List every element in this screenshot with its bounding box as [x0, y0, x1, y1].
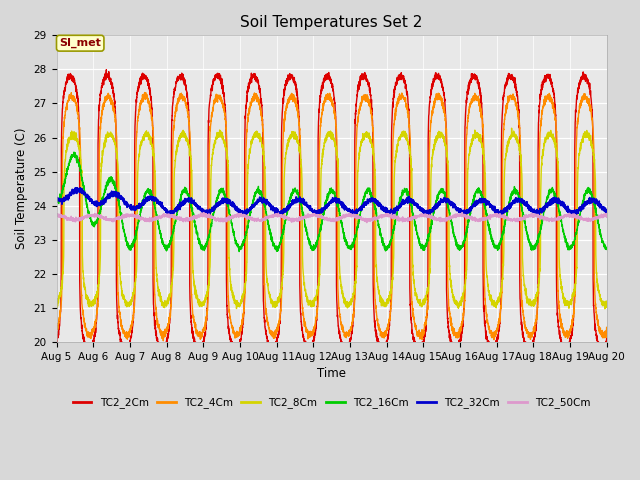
TC2_8Cm: [601, 306, 609, 312]
Line: TC2_50Cm: TC2_50Cm: [56, 213, 607, 223]
TC2_16Cm: [70, 149, 78, 155]
TC2_2Cm: [152, 324, 159, 330]
TC2_50Cm: [200, 210, 207, 216]
TC2_16Cm: [152, 209, 159, 215]
TC2_32Cm: [495, 213, 502, 218]
TC2_8Cm: [508, 125, 515, 131]
TC2_16Cm: [312, 243, 319, 249]
TC2_2Cm: [602, 338, 610, 344]
TC2_8Cm: [602, 305, 610, 311]
TC2_2Cm: [596, 351, 604, 357]
TC2_4Cm: [52, 326, 60, 332]
Line: TC2_2Cm: TC2_2Cm: [56, 70, 607, 354]
TC2_8Cm: [152, 180, 159, 186]
TC2_4Cm: [141, 90, 148, 96]
TC2_32Cm: [603, 209, 611, 215]
Line: TC2_32Cm: TC2_32Cm: [56, 188, 607, 216]
TC2_32Cm: [52, 196, 60, 202]
Line: TC2_4Cm: TC2_4Cm: [56, 93, 607, 341]
TC2_8Cm: [455, 302, 463, 308]
X-axis label: Time: Time: [317, 367, 346, 380]
TC2_4Cm: [455, 333, 463, 339]
TC2_8Cm: [486, 294, 494, 300]
TC2_50Cm: [603, 212, 611, 217]
Title: Soil Temperatures Set 2: Soil Temperatures Set 2: [241, 15, 423, 30]
TC2_8Cm: [603, 304, 611, 310]
TC2_50Cm: [363, 220, 371, 226]
TC2_4Cm: [602, 335, 610, 340]
Text: SI_met: SI_met: [60, 38, 101, 48]
TC2_50Cm: [425, 213, 433, 218]
Line: TC2_8Cm: TC2_8Cm: [56, 128, 607, 309]
TC2_16Cm: [603, 246, 611, 252]
Y-axis label: Soil Temperature (C): Soil Temperature (C): [15, 128, 28, 250]
TC2_2Cm: [486, 347, 494, 353]
TC2_32Cm: [311, 209, 319, 215]
TC2_2Cm: [424, 124, 432, 130]
TC2_16Cm: [602, 246, 610, 252]
TC2_32Cm: [455, 210, 463, 216]
TC2_4Cm: [603, 324, 611, 330]
TC2_32Cm: [486, 202, 494, 208]
Line: TC2_16Cm: TC2_16Cm: [56, 152, 607, 252]
TC2_16Cm: [52, 196, 60, 202]
TC2_16Cm: [486, 231, 494, 237]
TC2_32Cm: [602, 207, 610, 213]
TC2_4Cm: [486, 331, 494, 336]
TC2_8Cm: [311, 296, 319, 301]
TC2_50Cm: [52, 212, 60, 217]
TC2_4Cm: [152, 302, 159, 308]
TC2_16Cm: [455, 242, 463, 248]
TC2_50Cm: [602, 214, 610, 219]
TC2_2Cm: [311, 332, 319, 337]
Legend: TC2_2Cm, TC2_4Cm, TC2_8Cm, TC2_16Cm, TC2_32Cm, TC2_50Cm: TC2_2Cm, TC2_4Cm, TC2_8Cm, TC2_16Cm, TC2…: [68, 393, 595, 412]
TC2_2Cm: [102, 67, 110, 72]
TC2_2Cm: [52, 339, 60, 345]
TC2_16Cm: [425, 233, 433, 239]
TC2_4Cm: [159, 338, 167, 344]
TC2_50Cm: [152, 217, 159, 223]
TC2_4Cm: [425, 288, 433, 294]
TC2_50Cm: [311, 213, 319, 218]
TC2_2Cm: [455, 340, 463, 346]
TC2_2Cm: [603, 336, 611, 341]
TC2_50Cm: [486, 212, 494, 217]
TC2_50Cm: [455, 214, 463, 219]
TC2_32Cm: [152, 198, 159, 204]
TC2_8Cm: [424, 284, 432, 290]
TC2_32Cm: [77, 185, 84, 191]
TC2_32Cm: [424, 210, 432, 216]
TC2_4Cm: [312, 321, 319, 327]
TC2_16Cm: [236, 249, 243, 254]
TC2_8Cm: [52, 300, 60, 306]
